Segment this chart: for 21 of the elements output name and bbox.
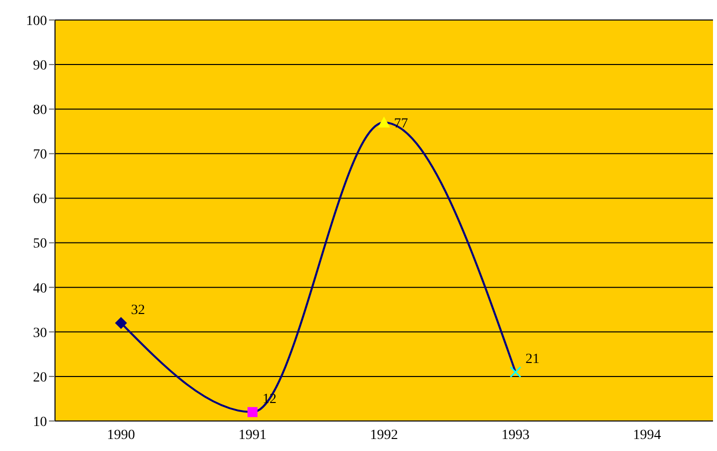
y-tick-label: 40 <box>33 281 47 296</box>
point <box>510 366 522 378</box>
data-label: 21 <box>526 352 540 367</box>
y-tick-label: 10 <box>33 414 47 430</box>
y-tick-label: 90 <box>33 58 47 74</box>
data-label: 32 <box>131 302 145 318</box>
y-tick-label: 80 <box>33 103 47 118</box>
y-tick-label: 100 <box>26 14 47 29</box>
y-tick-label: 30 <box>33 326 47 341</box>
x-tick-label: 1992 <box>370 428 398 443</box>
x-tick-label: 1990 <box>107 428 135 443</box>
y-tick-label: 20 <box>33 370 47 386</box>
y-tick-label: 60 <box>33 192 47 208</box>
point <box>115 316 127 329</box>
x-tick-label: 1993 <box>502 428 530 443</box>
point <box>378 116 390 128</box>
data-label: 77 <box>394 116 408 132</box>
x-tick-label: 1991 <box>238 428 266 443</box>
x-tick-label: 1994 <box>633 428 661 443</box>
y-tick-label: 70 <box>33 148 47 163</box>
y-tick-label: 50 <box>33 236 47 252</box>
